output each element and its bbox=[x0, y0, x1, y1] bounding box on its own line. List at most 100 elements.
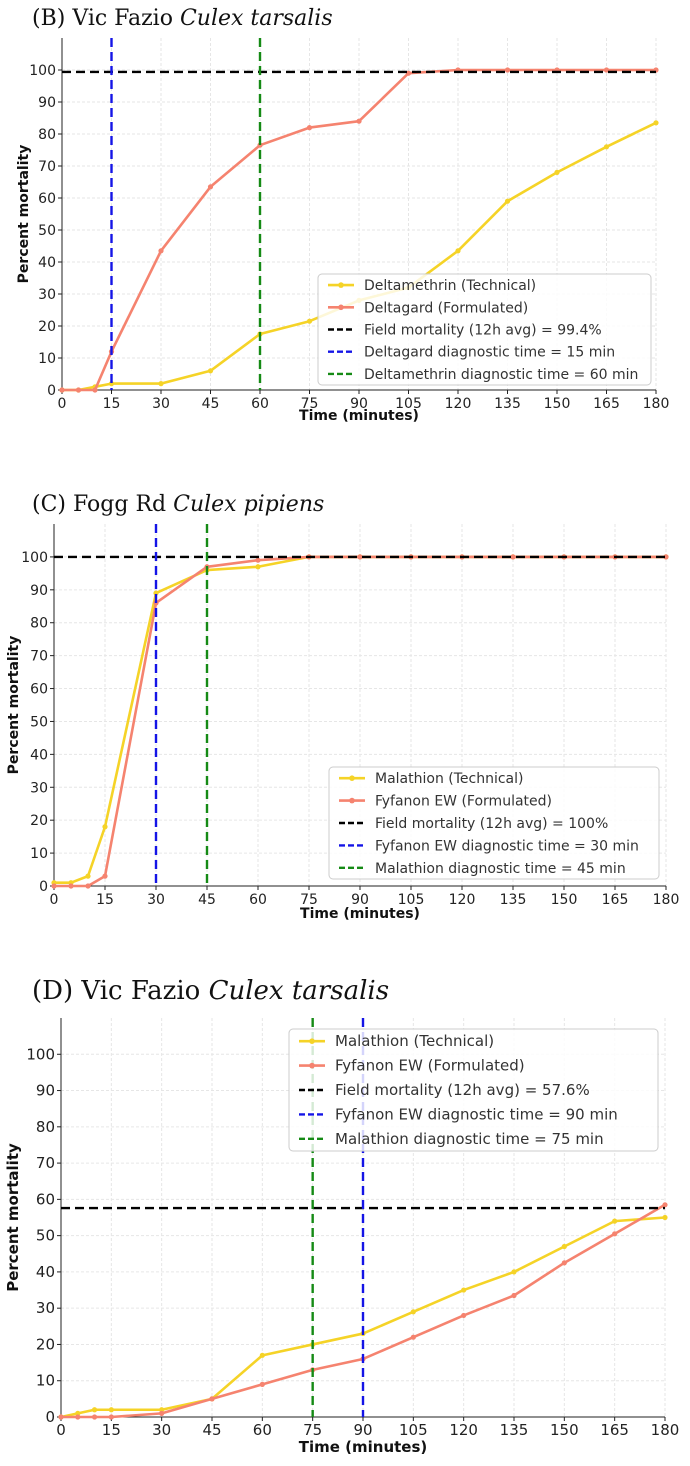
legend-marker bbox=[309, 1038, 315, 1044]
panel-label: (C) Fogg Rd bbox=[32, 492, 167, 517]
data-point bbox=[255, 557, 261, 563]
data-point bbox=[662, 1214, 668, 1221]
y-tick-label: 50 bbox=[38, 223, 56, 239]
y-tick-label: 90 bbox=[30, 583, 48, 599]
x-tick-label: 75 bbox=[301, 396, 319, 412]
legend-label: Field mortality (12h avg) = 100% bbox=[375, 816, 608, 832]
y-tick-label: 60 bbox=[30, 682, 48, 698]
chart-svg: 0 15 30 45 60 75 90 105 120 135 150 165 180 0 10 20 30 40… bbox=[16, 38, 670, 424]
x-tick-label: 105 bbox=[398, 892, 425, 908]
legend-label: Fyfanon EW (Formulated) bbox=[335, 1057, 525, 1075]
y-tick-label: 100 bbox=[21, 550, 48, 566]
legend-marker bbox=[309, 1062, 315, 1069]
x-tick-label: 180 bbox=[651, 1421, 680, 1439]
legend-marker bbox=[338, 304, 344, 311]
data-point bbox=[153, 590, 159, 596]
data-point bbox=[511, 1269, 517, 1275]
chart-panel-d: (D) Vic Fazio Culex tarsalis 0 15 30 45 60 75… bbox=[0, 972, 690, 1466]
chart-title: (C) Fogg Rd Culex pipiens bbox=[32, 492, 324, 517]
y-tick-label: 10 bbox=[38, 351, 56, 367]
data-point bbox=[91, 1407, 98, 1413]
panel-label: (B) Vic Fazio bbox=[32, 6, 173, 31]
data-point bbox=[461, 1312, 467, 1319]
data-point bbox=[405, 70, 412, 76]
data-point bbox=[561, 1243, 567, 1250]
data-point bbox=[209, 1396, 215, 1402]
y-tick-label: 80 bbox=[30, 616, 48, 632]
x-tick-label: 30 bbox=[152, 396, 170, 412]
data-point bbox=[102, 824, 108, 830]
y-tick-label: 90 bbox=[38, 95, 56, 111]
legend-marker bbox=[349, 775, 355, 781]
chart-svg: 0 15 30 45 60 75 90 105 120 135 150 165 180 0 10 20 30 40… bbox=[6, 524, 679, 922]
y-tick-label: 10 bbox=[30, 846, 48, 862]
data-point bbox=[51, 883, 57, 889]
x-tick-label: 90 bbox=[351, 892, 369, 908]
y-axis-label: Percent mortality bbox=[6, 636, 22, 775]
y-tick-label: 80 bbox=[38, 127, 56, 143]
legend-marker bbox=[349, 797, 355, 804]
x-tick-label: 165 bbox=[602, 892, 629, 908]
y-tick-label: 40 bbox=[30, 747, 48, 763]
data-point bbox=[504, 198, 511, 204]
data-point bbox=[75, 1414, 81, 1420]
legend-label: Deltagard diagnostic time = 15 min bbox=[364, 345, 615, 361]
data-point bbox=[603, 67, 610, 73]
y-tick-label: 70 bbox=[38, 159, 56, 175]
chart-svg: 0 15 30 45 60 75 90 105 120 135 150 165 180 0 10 20 30 40… bbox=[4, 1018, 680, 1456]
data-point bbox=[561, 1260, 567, 1266]
data-point bbox=[59, 387, 65, 393]
x-tick-label: 165 bbox=[600, 1421, 629, 1439]
y-tick-label: 20 bbox=[38, 319, 56, 335]
data-point bbox=[75, 1410, 81, 1416]
panel-label: (D) Vic Fazio bbox=[32, 976, 201, 1006]
y-tick-label: 20 bbox=[36, 1335, 55, 1353]
legend-label: Fyfanon EW (Formulated) bbox=[375, 794, 552, 810]
data-point bbox=[85, 883, 91, 889]
x-tick-label: 45 bbox=[198, 892, 216, 908]
x-tick-label: 135 bbox=[500, 1421, 529, 1439]
x-tick-label: 0 bbox=[50, 892, 59, 908]
data-point bbox=[662, 1202, 668, 1208]
y-tick-label: 60 bbox=[36, 1190, 55, 1208]
x-tick-label: 150 bbox=[544, 396, 571, 412]
data-point bbox=[510, 554, 516, 560]
data-point bbox=[102, 873, 108, 879]
y-tick-label: 0 bbox=[39, 879, 48, 895]
legend-label: Malathion (Technical) bbox=[335, 1032, 494, 1050]
data-point bbox=[159, 1410, 165, 1416]
data-point bbox=[207, 184, 214, 190]
species-name: Culex pipiens bbox=[173, 492, 325, 517]
x-axis-label: Time (minutes) bbox=[299, 408, 419, 424]
y-tick-label: 80 bbox=[36, 1118, 55, 1136]
x-tick-label: 90 bbox=[350, 396, 368, 412]
data-point bbox=[612, 1231, 618, 1237]
y-tick-label: 0 bbox=[45, 1408, 55, 1426]
y-tick-label: 100 bbox=[29, 63, 56, 79]
x-tick-label: 15 bbox=[102, 1421, 121, 1439]
data-point bbox=[554, 169, 560, 175]
x-tick-label: 30 bbox=[152, 1421, 171, 1439]
y-tick-label: 40 bbox=[36, 1263, 55, 1281]
legend-label: Field mortality (12h avg) = 99.4% bbox=[364, 323, 602, 339]
data-point bbox=[92, 387, 98, 393]
x-tick-label: 15 bbox=[103, 396, 121, 412]
chart-title: (D) Vic Fazio Culex tarsalis bbox=[32, 976, 389, 1006]
x-tick-label: 0 bbox=[56, 1421, 66, 1439]
x-tick-label: 105 bbox=[399, 1421, 428, 1439]
y-tick-label: 70 bbox=[36, 1154, 55, 1172]
x-tick-label: 30 bbox=[147, 892, 165, 908]
data-point bbox=[357, 554, 363, 560]
data-point bbox=[259, 1381, 265, 1387]
data-point bbox=[455, 248, 461, 254]
data-point bbox=[158, 248, 164, 254]
x-tick-label: 0 bbox=[58, 396, 67, 412]
data-point bbox=[356, 118, 362, 124]
y-axis-label: Percent mortality bbox=[16, 145, 32, 284]
y-tick-label: 50 bbox=[30, 714, 48, 730]
x-tick-label: 180 bbox=[643, 396, 670, 412]
x-tick-label: 120 bbox=[445, 396, 472, 412]
chart-panel-c: (C) Fogg Rd Culex pipiens 0 15 30 45 60 75 90 1… bbox=[0, 484, 690, 934]
data-point bbox=[75, 387, 82, 393]
x-tick-label: 105 bbox=[395, 396, 422, 412]
